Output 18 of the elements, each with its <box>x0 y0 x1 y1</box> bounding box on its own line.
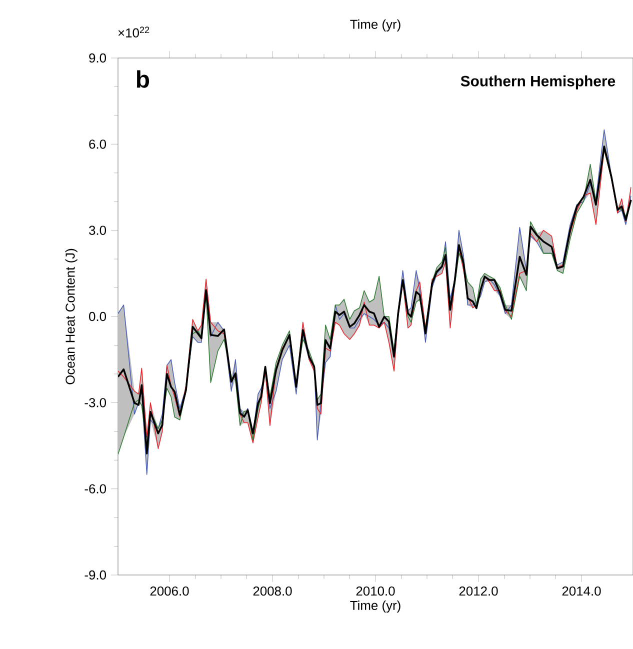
x-axis-title: Time (yr) <box>350 600 400 613</box>
annotation: b <box>136 70 150 88</box>
x-tick-label: 2012.0 <box>459 586 498 596</box>
y-tick-label: -9.0 <box>84 570 106 580</box>
text: ×10$^{22}$ <box>118 26 150 38</box>
x-tick-label: 2010.0 <box>356 586 395 596</box>
x-tick-label: 2006.0 <box>150 586 189 596</box>
y-tick-label: 9.0 <box>89 53 106 63</box>
y-tick-label: -3.0 <box>84 398 106 408</box>
y-axis-title: Ocean Heat Content (J) <box>65 248 78 384</box>
y-tick-label: 6.0 <box>89 140 106 149</box>
y-tick-label: -6.0 <box>84 484 106 494</box>
x-tick-label: 2014.0 <box>562 586 601 596</box>
x2-axis-title: Time (yr) <box>350 19 400 32</box>
y-tick-label: 0.0 <box>89 312 106 322</box>
y-tick-label: 3.0 <box>89 226 106 235</box>
x-tick-label: 2008.0 <box>253 586 292 596</box>
text: Southern Hemisphere <box>460 75 616 90</box>
